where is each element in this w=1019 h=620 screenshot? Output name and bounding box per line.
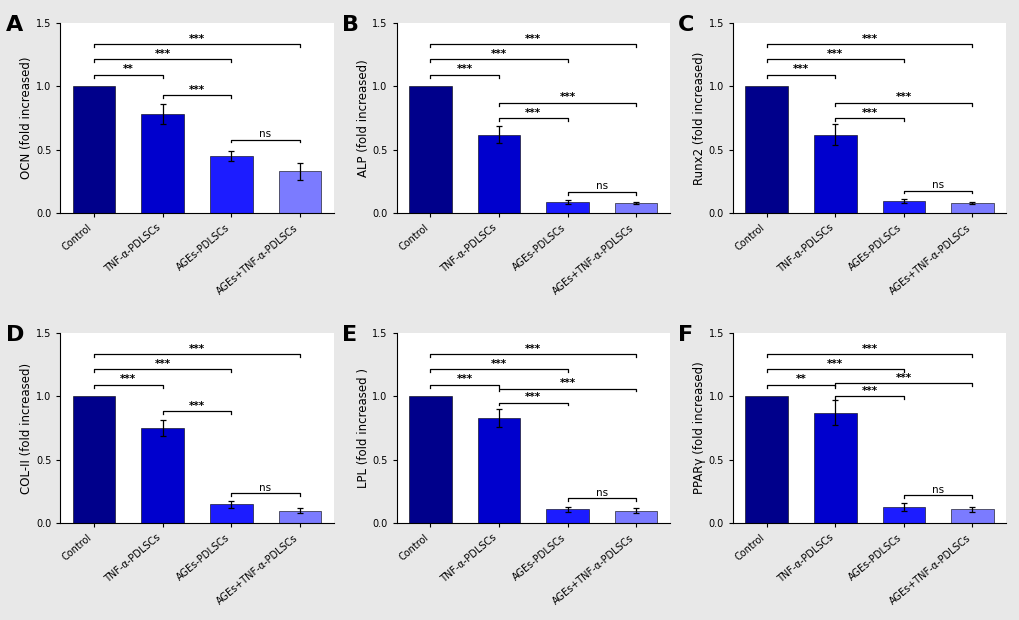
Text: ***: *** <box>861 108 876 118</box>
Bar <box>210 156 253 213</box>
Text: ***: *** <box>895 373 911 383</box>
Text: ***: *** <box>490 359 506 369</box>
Bar <box>142 428 183 523</box>
Text: ***: *** <box>525 344 541 354</box>
Text: ns: ns <box>595 182 607 192</box>
Text: **: ** <box>123 64 133 74</box>
Text: ***: *** <box>457 374 472 384</box>
Bar <box>951 203 993 213</box>
Text: ***: *** <box>120 374 137 384</box>
Text: D: D <box>6 325 24 345</box>
Bar <box>278 511 321 523</box>
Text: ***: *** <box>525 108 541 118</box>
Bar <box>210 504 253 523</box>
Text: ***: *** <box>826 359 843 369</box>
Text: ***: *** <box>155 359 170 369</box>
Bar <box>546 202 588 213</box>
Bar <box>813 135 856 213</box>
Y-axis label: COL-II (fold increased): COL-II (fold increased) <box>20 363 34 494</box>
Text: A: A <box>6 15 23 35</box>
Bar <box>278 172 321 213</box>
Y-axis label: OCN (fold increased): OCN (fold increased) <box>20 57 34 179</box>
Text: ***: *** <box>457 64 472 74</box>
Bar <box>72 396 115 523</box>
Bar <box>881 201 924 213</box>
Text: C: C <box>678 15 694 35</box>
Bar <box>477 135 520 213</box>
Text: **: ** <box>795 374 806 384</box>
Text: B: B <box>341 15 359 35</box>
Text: F: F <box>678 325 693 345</box>
Bar <box>813 413 856 523</box>
Text: ns: ns <box>595 487 607 498</box>
Text: ns: ns <box>259 482 271 492</box>
Text: ***: *** <box>490 49 506 59</box>
Bar <box>745 396 787 523</box>
Text: ***: *** <box>792 64 808 74</box>
Text: ***: *** <box>559 92 575 102</box>
Text: ***: *** <box>895 92 911 102</box>
Bar <box>72 86 115 213</box>
Text: ***: *** <box>189 85 205 95</box>
Bar <box>409 396 451 523</box>
Text: ***: *** <box>189 344 205 354</box>
Text: ns: ns <box>931 485 944 495</box>
Y-axis label: LPL (fold increased ): LPL (fold increased ) <box>357 368 369 488</box>
Text: ***: *** <box>559 378 575 388</box>
Text: ***: *** <box>826 49 843 59</box>
Bar <box>745 86 787 213</box>
Bar <box>477 418 520 523</box>
Text: ***: *** <box>861 386 876 396</box>
Text: ***: *** <box>189 34 205 44</box>
Text: ***: *** <box>525 34 541 44</box>
Text: ns: ns <box>931 180 944 190</box>
Bar <box>409 86 451 213</box>
Text: ns: ns <box>259 129 271 140</box>
Bar <box>142 114 183 213</box>
Text: ***: *** <box>155 49 170 59</box>
Bar <box>614 203 657 213</box>
Text: E: E <box>341 325 357 345</box>
Bar <box>546 510 588 523</box>
Y-axis label: PPARγ (fold increased): PPARγ (fold increased) <box>692 361 705 494</box>
Bar <box>881 507 924 523</box>
Text: ***: *** <box>861 344 876 354</box>
Text: ***: *** <box>189 401 205 411</box>
Y-axis label: ALP (fold increased): ALP (fold increased) <box>357 59 369 177</box>
Text: ***: *** <box>861 34 876 44</box>
Bar <box>614 511 657 523</box>
Bar <box>951 510 993 523</box>
Text: ***: *** <box>525 392 541 402</box>
Y-axis label: Runx2 (fold increased): Runx2 (fold increased) <box>692 51 705 185</box>
